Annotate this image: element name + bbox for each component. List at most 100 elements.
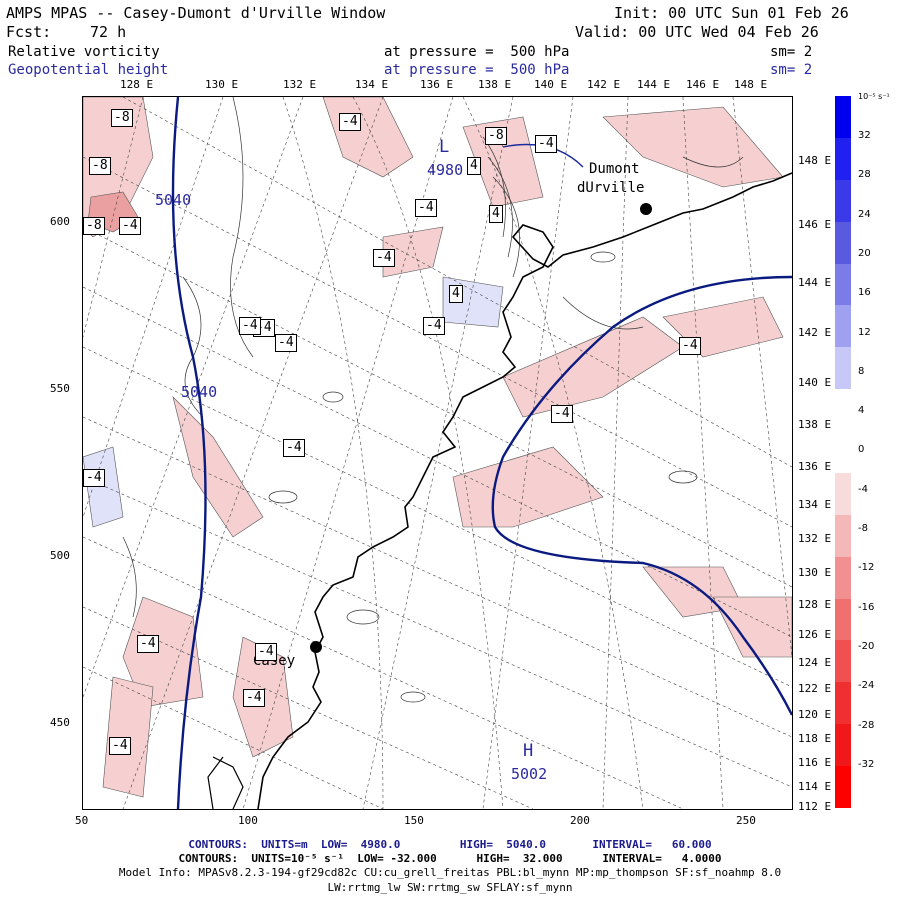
colorbar-tick: -24: [858, 680, 875, 692]
top-lon-label: 140 E: [534, 78, 568, 91]
vorticity-label-box: -4: [423, 317, 445, 335]
footer-physics: LW:rrtmg_lw SW:rrtmg_sw SFLAY:sf_mynn: [327, 881, 573, 894]
vorticity-label-box: -4: [255, 643, 277, 661]
field1-name: Relative vorticity: [8, 44, 160, 60]
colorbar-tick: -16: [858, 601, 875, 613]
field2-smooth: sm= 2: [770, 62, 813, 78]
vorticity-label-box: -4: [551, 405, 573, 423]
colorbar-segment: [835, 305, 851, 348]
colorbar-tick: -28: [858, 719, 875, 731]
colorbar-tick: 12: [858, 326, 871, 338]
colorbar-tick: 4: [858, 405, 865, 417]
colorbar-segment: [835, 96, 851, 139]
colorbar-segment: [835, 640, 851, 683]
high-marker: H: [523, 741, 534, 761]
vorticity-label-box: -4: [109, 737, 131, 755]
right-lat-label: 132 E: [798, 532, 832, 545]
colorbar-segment: [835, 682, 851, 725]
fcst-value: 72 h: [90, 23, 127, 41]
colorbar: [835, 96, 851, 809]
colorbar-tick: 24: [858, 208, 871, 220]
station-durville: dUrville: [577, 180, 645, 196]
top-lon-label: 134 E: [355, 78, 389, 91]
colorbar-tick: 16: [858, 287, 871, 299]
colorbar-segment: [835, 514, 851, 558]
field1-level: at pressure = 500 hPa: [384, 44, 570, 60]
low-marker: L: [439, 137, 450, 157]
vorticity-label-box: -8: [89, 157, 111, 175]
vorticity-label-box: -8: [485, 127, 507, 145]
colorbar-tick: -20: [858, 640, 875, 652]
map-canvas: [83, 97, 792, 809]
footer-vort-contours: CONTOURS: UNITS=10⁻⁵ s⁻¹ LOW= -32.000 HI…: [178, 852, 722, 865]
field2-name: Geopotential height: [8, 62, 169, 78]
colorbar-segment: [835, 179, 851, 223]
vorticity-label-box: -4: [373, 249, 395, 267]
y-tick: 600: [50, 215, 70, 228]
colorbar-segment: [835, 472, 851, 516]
colorbar-segment: [835, 556, 851, 600]
right-lat-label: 116 E: [798, 756, 832, 769]
top-lon-label: 130 E: [205, 78, 239, 91]
x-tick: 150: [404, 814, 424, 827]
top-lon-label: 136 E: [420, 78, 454, 91]
field1-smooth: sm= 2: [770, 44, 813, 60]
x-tick: 50: [75, 814, 89, 827]
right-lat-label: 122 E: [798, 682, 832, 695]
valid-time: Valid: 00 UTC Wed 04 Feb 26: [575, 23, 819, 41]
vorticity-label-box: -4: [239, 317, 261, 335]
colorbar-segment: [835, 347, 851, 390]
top-lon-label: 148 E: [734, 78, 768, 91]
colorbar-tick: -12: [858, 562, 875, 574]
casey-marker: [310, 641, 322, 653]
colorbar-tick: -32: [858, 758, 875, 770]
vorticity-label-box: -4: [283, 439, 305, 457]
vorticity-label-box: 4: [489, 205, 503, 223]
y-tick: 500: [50, 549, 70, 562]
right-lat-label: 146 E: [798, 218, 832, 231]
top-lon-label: 132 E: [283, 78, 317, 91]
latlon-grid: [83, 97, 792, 809]
height-contours: [171, 97, 792, 809]
colorbar-tick: -4: [858, 483, 868, 495]
height-label: 5040: [155, 191, 192, 209]
vorticity-label-box: -4: [535, 135, 557, 153]
vorticity-label-box: -8: [83, 217, 105, 235]
right-lat-label: 148 E: [798, 154, 832, 167]
top-lon-label: 128 E: [120, 78, 154, 91]
x-tick: 200: [570, 814, 590, 827]
y-tick: 550: [50, 382, 70, 395]
height-label: 5040: [181, 383, 218, 401]
x-tick: 250: [736, 814, 756, 827]
colorbar-tick: 8: [858, 365, 865, 377]
vorticity-label-box: -4: [137, 635, 159, 653]
vorticity-label-box: -4: [275, 334, 297, 352]
colorbar-segment: [835, 137, 851, 181]
right-lat-label: 124 E: [798, 656, 832, 669]
footer-height-contours: CONTOURS: UNITS=m LOW= 4980.0 HIGH= 5040…: [188, 838, 712, 851]
high-height-label: 5002: [511, 765, 548, 783]
vorticity-label-box: 4: [467, 157, 481, 175]
right-lat-label: 136 E: [798, 460, 832, 473]
vorticity-label-box: -4: [83, 469, 105, 487]
colorbar-segment: [835, 766, 851, 809]
plot-title: AMPS MPAS -- Casey-Dumont d'Urville Wind…: [6, 4, 386, 22]
colorbar-tick: 28: [858, 169, 871, 181]
vorticity-label-box: -4: [415, 199, 437, 217]
init-time: Init: 00 UTC Sun 01 Feb 26: [614, 4, 849, 22]
colorbar-segment: [835, 389, 851, 432]
vorticity-label-box: -4: [243, 689, 265, 707]
top-lon-label: 146 E: [686, 78, 720, 91]
top-lon-label: 142 E: [587, 78, 621, 91]
vorticity-label-box: 4: [449, 285, 463, 303]
right-lat-label: 142 E: [798, 326, 832, 339]
map-panel: Casey Dumont dUrville 5040 5040 4980 500…: [82, 96, 793, 810]
right-lat-label: 140 E: [798, 376, 832, 389]
fcst-label: Fcst:: [6, 23, 52, 41]
colorbar-segment: [835, 263, 851, 306]
right-lat-label: 112 E: [798, 800, 832, 813]
colorbar-segment: [835, 221, 851, 265]
coastline-island: [207, 756, 244, 809]
right-lat-label: 144 E: [798, 276, 832, 289]
top-lon-label: 144 E: [637, 78, 671, 91]
